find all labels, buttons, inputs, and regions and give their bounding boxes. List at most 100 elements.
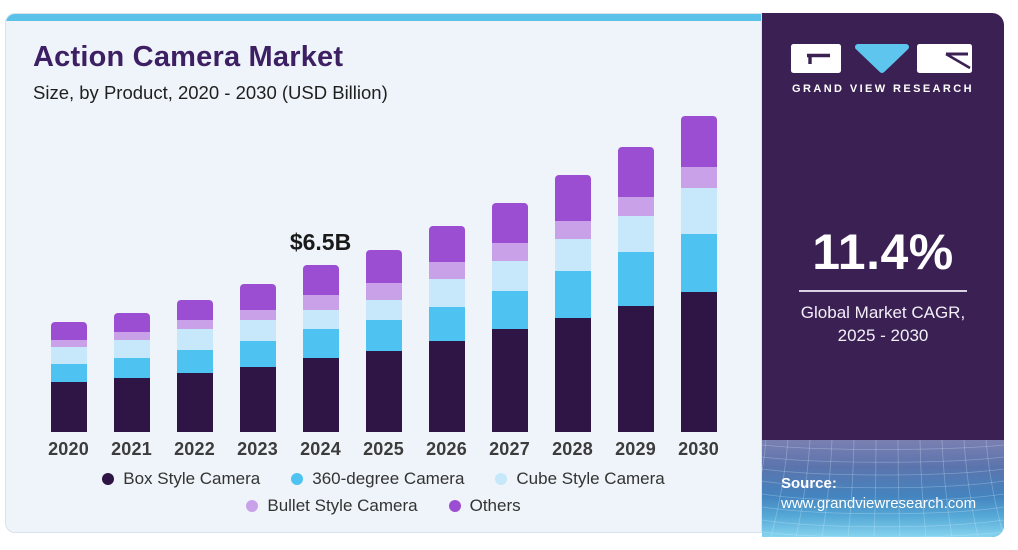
segment-360-degree-camera — [239, 340, 276, 367]
segment-others — [176, 299, 213, 321]
bar-2022: 2022 — [174, 299, 215, 459]
legend-label: 360-degree Camera — [312, 469, 465, 488]
bar-2024: 2024 $6.5B — [290, 229, 351, 459]
x-tick-label: 2025 — [363, 439, 404, 459]
segment-cube-style-camera — [113, 340, 150, 358]
segment-360-degree-camera — [176, 349, 213, 373]
segment-box-style-camera — [680, 291, 717, 432]
segment-cube-style-camera — [239, 320, 276, 341]
segment-box-style-camera — [239, 366, 276, 432]
bar-2029: 2029 — [615, 146, 656, 459]
bar-2020: 2020 — [48, 321, 89, 459]
logo-r-box-icon — [917, 44, 972, 73]
segment-cube-style-camera — [491, 261, 528, 291]
bar-stack — [113, 312, 150, 432]
bar-2025: 2025 — [363, 249, 404, 459]
chart-legend: Box Style Camera 360-degree Camera Cube St… — [6, 469, 761, 516]
x-tick-label: 2028 — [552, 439, 593, 459]
segment-cube-style-camera — [365, 299, 402, 321]
segment-box-style-camera — [617, 306, 654, 432]
legend-row: Bullet Style Camera Others — [6, 496, 761, 516]
x-tick-label: 2020 — [48, 439, 89, 459]
chart-title: Action Camera Market — [33, 41, 344, 73]
segment-bullet-style-camera — [239, 309, 276, 321]
segment-bullet-style-camera — [176, 320, 213, 330]
gvr-logo-icon — [791, 44, 972, 73]
legend-item-360-degree-camera: 360-degree Camera — [291, 469, 464, 489]
bar-stack — [617, 146, 654, 432]
logo-v-triangle-icon — [855, 44, 909, 73]
legend-label: Box Style Camera — [123, 469, 261, 488]
segment-box-style-camera — [365, 351, 402, 432]
legend-label: Cube Style Camera — [516, 469, 665, 488]
legend-item-cube-style-camera: Cube Style Camera — [495, 469, 665, 489]
cagr-caption-line1: Global Market CAGR, — [800, 303, 966, 322]
x-tick-label: 2023 — [237, 439, 278, 459]
source-block: Source: www.grandviewresearch.com — [762, 440, 1004, 537]
x-tick-label: 2026 — [426, 439, 467, 459]
cagr-divider — [799, 290, 967, 292]
segment-box-style-camera — [302, 357, 339, 432]
segment-bullet-style-camera — [680, 167, 717, 188]
bar-2023: 2023 — [237, 284, 278, 459]
legend-item-others: Others — [448, 496, 521, 516]
segment-360-degree-camera — [50, 363, 87, 382]
cagr-caption-line2: 2025 - 2030 — [837, 325, 929, 345]
segment-cube-style-camera — [554, 239, 591, 272]
x-tick-label: 2021 — [111, 439, 152, 459]
legend-item-bullet-style-camera: Bullet Style Camera — [246, 496, 418, 516]
segment-bullet-style-camera — [113, 331, 150, 340]
legend-row: Box Style Camera 360-degree Camera Cube St… — [6, 469, 761, 489]
bar-stack — [176, 299, 213, 432]
cagr-caption: Global Market CAGR, 2025 - 2030 — [762, 302, 1004, 348]
segment-bullet-style-camera — [50, 339, 87, 348]
segment-others — [554, 174, 591, 222]
legend-dot-icon — [246, 500, 259, 512]
legend-label: Others — [469, 496, 521, 515]
legend-dot-icon — [291, 473, 304, 485]
segment-360-degree-camera — [428, 307, 465, 341]
bar-stack — [554, 174, 591, 432]
x-tick-label: 2022 — [174, 439, 215, 459]
bar-stack — [428, 226, 465, 432]
bar-group: 2020 2021 2022 2023 2024 $6.5B 2025 2026 2027 202… — [6, 102, 761, 459]
source-label: Source: — [781, 475, 837, 492]
segment-bullet-style-camera — [491, 243, 528, 262]
segment-others — [365, 249, 402, 283]
segment-others — [50, 321, 87, 340]
chart-card: Action Camera Market Size, by Product, 2… — [5, 13, 762, 533]
legend-label: Bullet Style Camera — [267, 496, 418, 515]
logo-g-box-icon — [791, 44, 841, 73]
segment-others — [428, 226, 465, 263]
segment-others — [302, 264, 339, 295]
x-tick-label: 2024 — [300, 439, 341, 459]
chart-header: Action Camera Market Size, by Product, 2… — [33, 41, 388, 104]
legend-dot-icon — [495, 473, 508, 485]
bar-stack — [302, 264, 339, 432]
segment-360-degree-camera — [680, 234, 717, 292]
bar-stack — [365, 249, 402, 432]
bar-stack — [50, 321, 87, 432]
value-annotation: $6.5B — [289, 228, 352, 255]
segment-360-degree-camera — [491, 290, 528, 330]
segment-bullet-style-camera — [365, 282, 402, 300]
segment-360-degree-camera — [302, 329, 339, 358]
segment-box-style-camera — [428, 340, 465, 432]
x-tick-label: 2027 — [489, 439, 530, 459]
segment-others — [617, 146, 654, 197]
segment-box-style-camera — [491, 329, 528, 432]
segment-cube-style-camera — [680, 187, 717, 235]
segment-cube-style-camera — [176, 329, 213, 350]
x-tick-label: 2029 — [615, 439, 656, 459]
brand-panel: GRAND VIEW RESEARCH 11.4% Global Market … — [762, 13, 1004, 537]
segment-box-style-camera — [113, 378, 150, 432]
segment-others — [491, 203, 528, 244]
bar-2030: 2030 — [678, 115, 719, 459]
bar-2028: 2028 — [552, 174, 593, 459]
segment-360-degree-camera — [365, 320, 402, 351]
segment-box-style-camera — [176, 372, 213, 432]
bar-2027: 2027 — [489, 203, 530, 459]
segment-360-degree-camera — [617, 252, 654, 307]
bar-stack — [239, 284, 276, 432]
